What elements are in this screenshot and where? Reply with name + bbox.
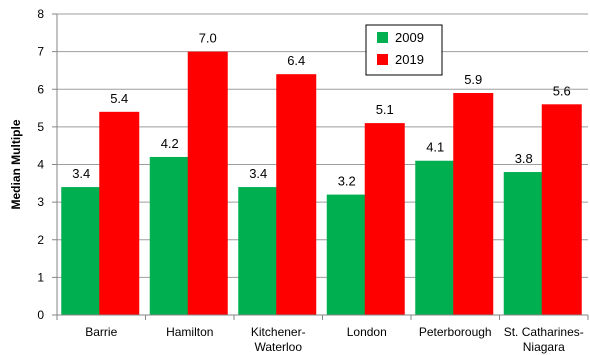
data-labels: 3.4 5.4 4.2 7.0 3.4 6.4 3.2 5.1 4.1 5.9 3.8 5.6 bbox=[72, 31, 571, 189]
bar-2019-0 bbox=[99, 111, 140, 315]
bar-2019-3 bbox=[364, 123, 405, 315]
y-tick-label: 3 bbox=[37, 195, 44, 209]
x-category-label: London bbox=[347, 325, 387, 339]
bar-2019-2 bbox=[276, 74, 317, 315]
data-label-2009-5: 3.8 bbox=[515, 151, 533, 166]
legend: 2009 2019 bbox=[365, 24, 443, 76]
bar-2009-3 bbox=[326, 194, 367, 315]
y-tick-label: 1 bbox=[37, 270, 44, 284]
x-category-label: Peterborough bbox=[419, 325, 492, 339]
data-label-2009-0: 3.4 bbox=[72, 166, 90, 181]
x-category-labels: Barrie Hamilton Kitchener-Waterloo London Pe… bbox=[85, 325, 584, 354]
data-label-2019-4: 5.9 bbox=[464, 72, 482, 87]
y-tick-label: 6 bbox=[37, 82, 44, 96]
y-tick-label: 5 bbox=[37, 120, 44, 134]
y-axis-label: Median Multiple bbox=[9, 119, 23, 209]
bar-2019-1 bbox=[187, 51, 228, 315]
data-label-2019-3: 5.1 bbox=[376, 102, 394, 117]
data-label-2009-4: 4.1 bbox=[426, 140, 444, 155]
data-label-2019-2: 6.4 bbox=[287, 53, 305, 68]
y-tick-label: 2 bbox=[37, 233, 44, 247]
y-tick-labels: 0 1 2 3 4 5 6 7 8 bbox=[37, 7, 44, 322]
y-tick-label: 7 bbox=[37, 45, 44, 59]
bar-2009-4 bbox=[415, 160, 456, 315]
bar-2009-5 bbox=[503, 172, 544, 315]
data-label-2019-5: 5.6 bbox=[553, 83, 571, 98]
bar-2019-4 bbox=[453, 93, 494, 315]
bar-2009-2 bbox=[238, 187, 279, 315]
x-category-label: Hamilton bbox=[166, 325, 213, 339]
x-category-label: Barrie bbox=[85, 325, 117, 339]
legend-label-2019: 2019 bbox=[395, 52, 424, 67]
gridlines bbox=[57, 13, 588, 278]
legend-label-2009: 2009 bbox=[395, 30, 424, 45]
bar-2009-0 bbox=[61, 187, 102, 315]
bar-2009-1 bbox=[149, 156, 190, 315]
data-label-2009-3: 3.2 bbox=[338, 174, 356, 189]
bar-2019-5 bbox=[541, 104, 582, 315]
axes bbox=[52, 13, 589, 320]
x-category-label: Kitchener-Waterloo bbox=[251, 325, 306, 354]
bars bbox=[61, 51, 582, 315]
data-label-2019-1: 7.0 bbox=[199, 31, 217, 46]
x-category-label: St. Catharines-Niagara bbox=[504, 325, 584, 354]
y-tick-label: 0 bbox=[37, 308, 44, 322]
data-label-2009-2: 3.4 bbox=[249, 166, 267, 181]
y-tick-label: 8 bbox=[37, 7, 44, 21]
data-label-2019-0: 5.4 bbox=[110, 91, 128, 106]
legend-swatch-2019 bbox=[377, 54, 388, 65]
y-tick-label: 4 bbox=[37, 158, 44, 172]
data-label-2009-1: 4.2 bbox=[161, 136, 179, 151]
legend-swatch-2009 bbox=[377, 32, 388, 43]
